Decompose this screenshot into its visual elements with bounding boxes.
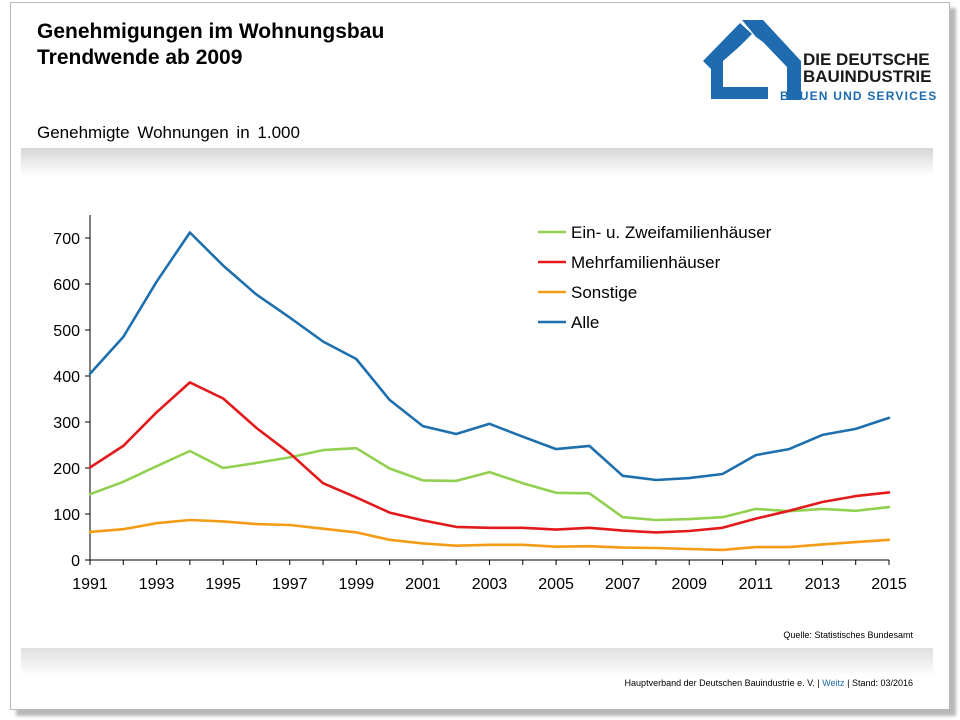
series-line-2 [88, 381, 891, 534]
x-tick-label: 2013 [805, 576, 841, 593]
x-tick-label: 2007 [605, 576, 641, 593]
y-tick-label: 500 [53, 323, 80, 340]
y-tick-label: 600 [53, 277, 80, 294]
footer-author-link[interactable]: Weitz [822, 678, 845, 688]
footer-stand: Stand: 03/2016 [851, 678, 913, 688]
y-tick-label: 0 [71, 553, 80, 570]
series-layer [88, 231, 891, 552]
source-note: Quelle: Statistisches Bundesamt [783, 630, 913, 640]
series-line-3 [88, 518, 891, 552]
logo-shape-right [742, 20, 801, 100]
logo-text-line-3: BAUEN UND SERVICES [780, 89, 938, 103]
title-line-1: Genehmigungen im Wohnungsbau [37, 20, 385, 43]
series-line-4 [88, 231, 891, 482]
x-tick-label: 2009 [671, 576, 707, 593]
chart-subtitle: Genehmigte Wohnungen in 1.000 [37, 123, 300, 142]
legend-label-2: Mehrfamilienhäuser [571, 253, 721, 272]
x-tick-label: 2011 [739, 576, 774, 593]
slide: Genehmigungen im Wohnungsbau Trendwende … [10, 2, 950, 710]
series-line-1 [88, 446, 891, 522]
x-tick-label: 2001 [405, 576, 441, 593]
company-logo: DIE DEUTSCHE BAUINDUSTRIE BAUEN UND SERV… [701, 17, 941, 107]
legend: Ein- u. Zweifamilienhäuser Mehrfamilienhä… [538, 223, 772, 332]
y-tick-label: 300 [53, 415, 80, 432]
logo-text-line-2: BAUINDUSTRIE [803, 67, 932, 86]
x-tick-label: 2015 [871, 576, 907, 593]
x-tick-label: 2005 [538, 576, 574, 593]
legend-label-4: Alle [571, 313, 599, 332]
legend-label-1: Ein- u. Zweifamilienhäuser [571, 223, 772, 242]
title-line-2: Trendwende ab 2009 [37, 46, 243, 69]
house-logo-icon [703, 20, 801, 100]
y-tick-label: 400 [53, 369, 80, 386]
x-tick-label: 2003 [472, 576, 508, 593]
legend-label-3: Sonstige [571, 283, 637, 302]
x-tick-label: 1999 [339, 576, 375, 593]
x-tick-label: 1995 [205, 576, 241, 593]
logo-text-line-1: DIE DEUTSCHE [803, 50, 930, 69]
x-axis: 1991 1993 1995 1997 1999 2001 2003 2005 2007 2009… [72, 559, 907, 593]
footer-separator-2: | [847, 678, 850, 688]
y-tick-label: 100 [53, 507, 80, 524]
footer-org: Hauptverband der Deutschen Bauindustrie … [624, 678, 815, 688]
footer-note: Hauptverband der Deutschen Bauindustrie … [625, 678, 913, 688]
footer-separator-1: | [817, 678, 820, 688]
footer-divider-band [21, 648, 933, 676]
x-tick-label: 1991 [72, 576, 108, 593]
logo-shape-left [703, 23, 768, 99]
y-tick-label: 700 [53, 231, 80, 248]
y-tick-label: 200 [53, 461, 80, 478]
header-divider-band [21, 148, 933, 176]
x-tick-label: 1997 [272, 576, 308, 593]
y-axis: 0 100 200 300 400 500 600 700 [53, 215, 91, 570]
x-tick-label: 1993 [139, 576, 175, 593]
